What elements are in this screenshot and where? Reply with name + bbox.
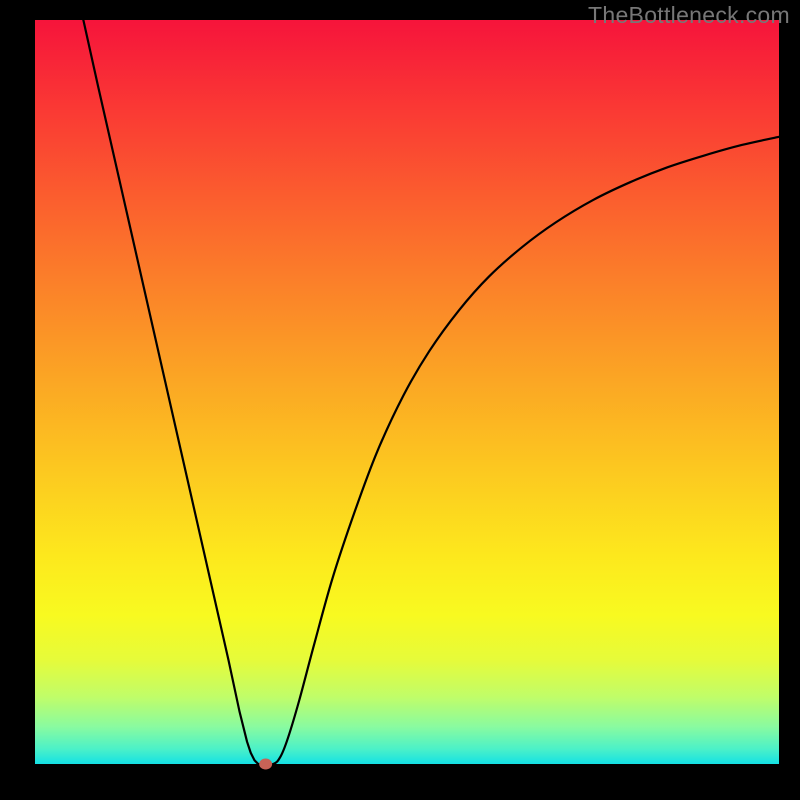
- plot-area: [35, 20, 779, 764]
- bottleneck-chart: [0, 0, 800, 800]
- optimum-marker: [260, 759, 272, 769]
- chart-container: { "watermark": "TheBottleneck.com", "cha…: [0, 0, 800, 800]
- watermark-text: TheBottleneck.com: [588, 2, 790, 29]
